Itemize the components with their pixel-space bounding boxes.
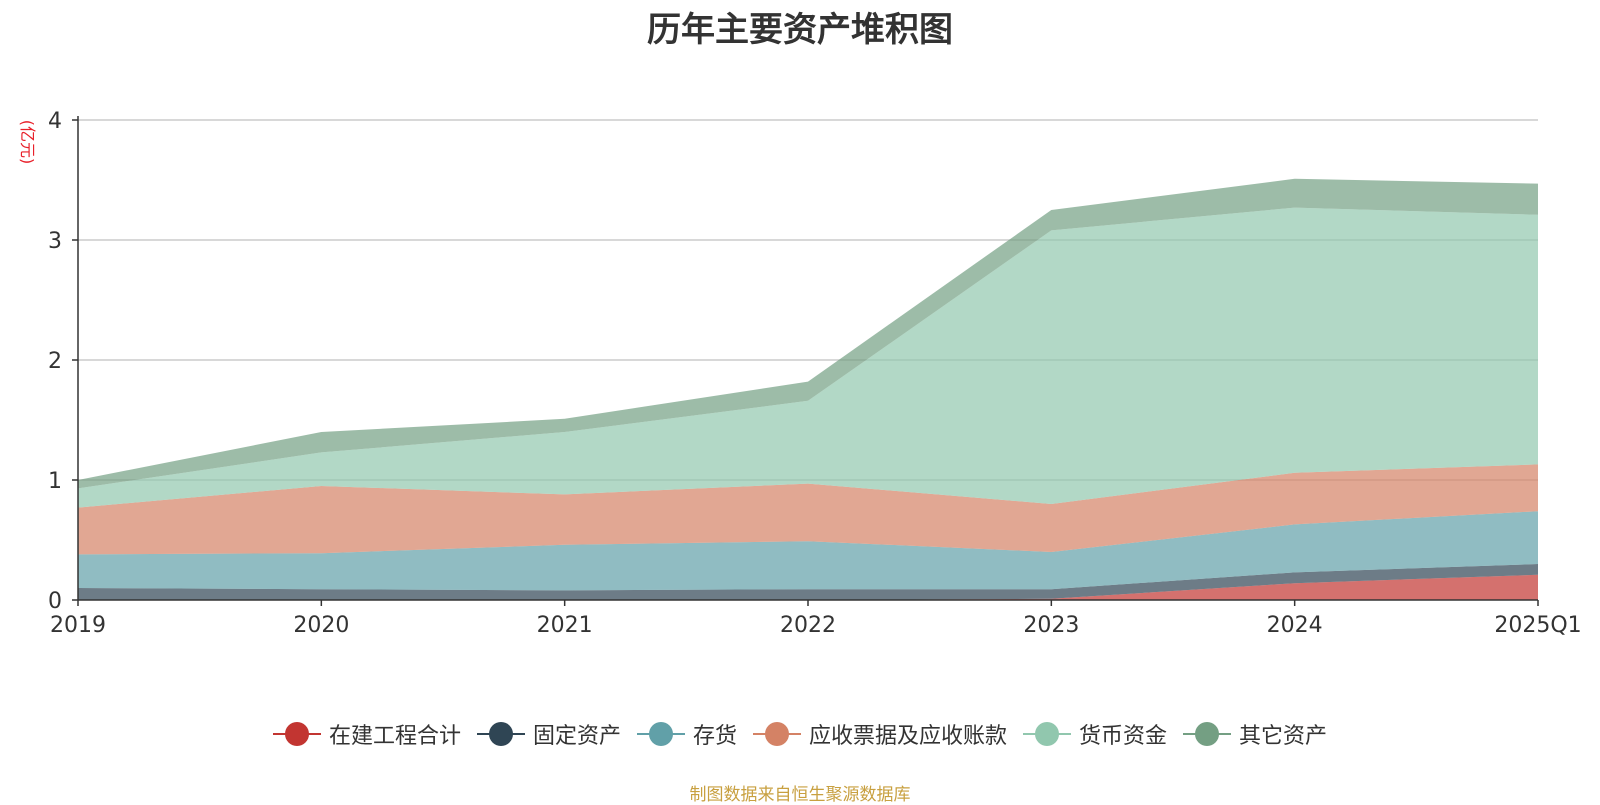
legend-marker: [753, 722, 801, 746]
axes: 0 1 2 3 4 2019 2020 2021 2022 2023 2024 2025Q1: [48, 109, 1582, 638]
legend-item[interactable]: 应收票据及应收账款: [753, 718, 1007, 750]
area-series-0: [78, 574, 1538, 600]
stacked-area-chart: 0 1 2 3 4 2019 2020 2021 2022 2023 2024 2025Q1 (亿元): [18, 109, 1582, 638]
legend-item[interactable]: 固定资产: [476, 718, 621, 750]
area-series-4: [78, 207, 1538, 508]
legend-marker: [1023, 722, 1072, 746]
legend-marker: [272, 722, 321, 746]
y-tick-label: 0: [48, 589, 62, 614]
x-tick-label: 2019: [50, 613, 106, 638]
legend-item[interactable]: 其它资产: [1183, 718, 1327, 750]
area-series-2: [78, 511, 1538, 591]
legend-marker: [636, 722, 685, 746]
legend: 在建工程合计 固定资产 存货 应收票据及应收账款 货币资金 其它资产: [0, 718, 1600, 750]
area-series-1: [78, 564, 1538, 600]
x-tick-label: 2020: [293, 613, 349, 638]
y-tick-label: 4: [48, 109, 62, 134]
x-tick-label: 2022: [780, 613, 836, 638]
legend-label: 在建工程合计: [328, 724, 461, 749]
x-tick-label: 2023: [1023, 613, 1079, 638]
x-tick-label: 2024: [1267, 613, 1323, 638]
area-series-5: [78, 178, 1538, 489]
area-series-3: [78, 464, 1538, 555]
legend-label: 存货: [692, 724, 737, 749]
legend-item[interactable]: 存货: [636, 718, 737, 750]
y-tick-label: 3: [48, 229, 62, 254]
area-series: [78, 178, 1538, 600]
y-tick-label: 2: [48, 349, 62, 374]
legend-marker: [476, 722, 525, 746]
legend-item[interactable]: 在建工程合计: [272, 718, 461, 750]
x-tick-label: 2025Q1: [1494, 613, 1581, 638]
legend-marker: [1183, 722, 1232, 746]
y-tick-label: 1: [48, 469, 62, 494]
x-tick-label: 2021: [537, 613, 593, 638]
chart-title: 历年主要资产堆积图: [647, 10, 953, 50]
legend-label: 固定资产: [532, 724, 621, 749]
source-note: 制图数据来自恒生聚源数据库: [689, 785, 911, 805]
legend-label: 货币资金: [1079, 724, 1168, 749]
legend-label: 其它资产: [1239, 724, 1328, 749]
legend-label: 应收票据及应收账款: [809, 724, 1008, 749]
y-axis-label: (亿元): [18, 120, 37, 165]
legend-item[interactable]: 货币资金: [1023, 718, 1167, 750]
